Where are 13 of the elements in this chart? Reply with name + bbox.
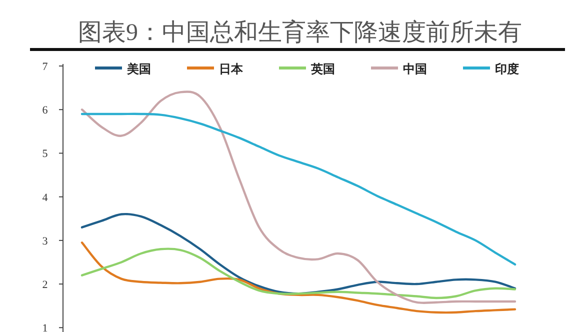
y-tick-label: 4 [42, 192, 48, 204]
y-tick-label: 1 [42, 322, 48, 332]
legend-label: 英国 [310, 62, 335, 76]
y-tick-label: 5 [42, 148, 48, 160]
y-tick-label: 7 [42, 61, 48, 73]
legend-label: 美国 [126, 62, 151, 76]
y-tick-label: 6 [42, 104, 48, 117]
legend-label: 中国 [403, 62, 427, 76]
legend-label: 日本 [219, 62, 244, 76]
title: 图表9：中国总和生育率下降速度前所未有 [78, 20, 522, 46]
y-tick-label: 2 [42, 279, 48, 292]
legend-label: 印度 [495, 62, 519, 76]
y-tick-label: 3 [42, 235, 48, 248]
